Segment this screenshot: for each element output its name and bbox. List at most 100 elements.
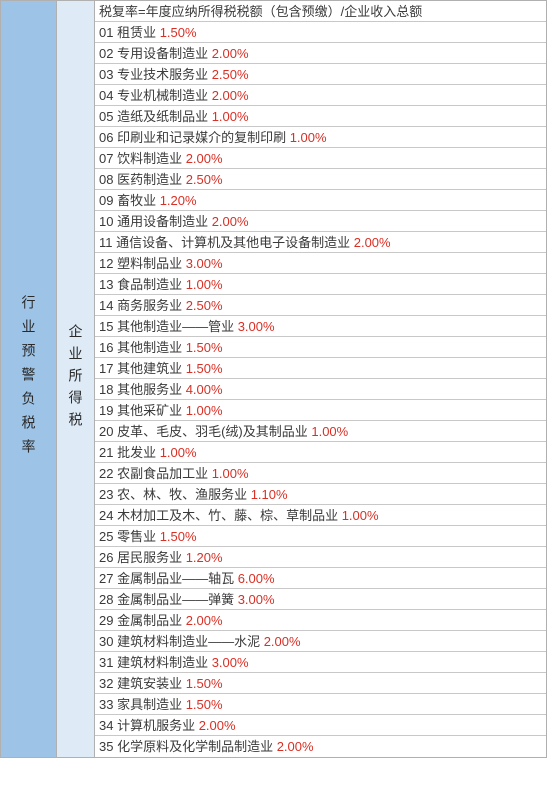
tax-rate-table: 行业预警负税率 企业所得税 税复率=年度应纳所得税税额（包含预缴）/企业收入总额… <box>0 0 547 758</box>
row-number: 35 <box>99 739 117 754</box>
tax-rate: 1.20% <box>160 193 197 208</box>
industry-name: 专用设备制造业 <box>117 46 212 61</box>
industry-name: 农副食品加工业 <box>117 466 212 481</box>
tax-rate: 1.00% <box>186 277 223 292</box>
industry-row: 08 医药制造业 2.50% <box>95 169 546 190</box>
industry-row: 01 租赁业 1.50% <box>95 22 546 43</box>
row-number: 14 <box>99 298 117 313</box>
industry-row: 07 饮料制造业 2.00% <box>95 148 546 169</box>
industry-row: 34 计算机服务业 2.00% <box>95 715 546 736</box>
industry-row: 17 其他建筑业 1.50% <box>95 358 546 379</box>
industry-row: 30 建筑材料制造业——水泥 2.00% <box>95 631 546 652</box>
industry-row: 06 印刷业和记录媒介的复制印刷 1.00% <box>95 127 546 148</box>
tax-rate: 1.50% <box>186 361 223 376</box>
industry-name: 建筑材料制造业 <box>117 655 212 670</box>
row-number: 23 <box>99 487 117 502</box>
tax-rate: 3.00% <box>212 655 249 670</box>
industry-row: 32 建筑安装业 1.50% <box>95 673 546 694</box>
industry-row: 12 塑料制品业 3.00% <box>95 253 546 274</box>
industry-row: 16 其他制造业 1.50% <box>95 337 546 358</box>
row-number: 31 <box>99 655 117 670</box>
tax-rate: 1.10% <box>251 487 288 502</box>
industry-row: 23 农、林、牧、渔服务业 1.10% <box>95 484 546 505</box>
tax-rate: 2.00% <box>354 235 391 250</box>
industry-name: 塑料制品业 <box>117 256 186 271</box>
industry-row: 31 建筑材料制造业 3.00% <box>95 652 546 673</box>
industry-name: 其他制造业——管业 <box>117 319 238 334</box>
industry-name: 金属制品业——弹簧 <box>117 592 238 607</box>
industry-row: 28 金属制品业——弹簧 3.00% <box>95 589 546 610</box>
row-number: 24 <box>99 508 117 523</box>
industry-row: 27 金属制品业——轴瓦 6.00% <box>95 568 546 589</box>
tax-rate: 2.00% <box>277 739 314 754</box>
tax-type-column: 企业所得税 <box>57 1 95 757</box>
row-number: 15 <box>99 319 117 334</box>
industry-name: 畜牧业 <box>117 193 160 208</box>
tax-rate: 1.00% <box>160 445 197 460</box>
row-number: 33 <box>99 697 117 712</box>
row-number: 30 <box>99 634 117 649</box>
row-number: 20 <box>99 424 117 439</box>
industry-row: 09 畜牧业 1.20% <box>95 190 546 211</box>
row-number: 26 <box>99 550 117 565</box>
row-number: 13 <box>99 277 117 292</box>
industry-row: 21 批发业 1.00% <box>95 442 546 463</box>
tax-rate: 1.50% <box>186 340 223 355</box>
tax-rate: 1.50% <box>160 529 197 544</box>
row-number: 27 <box>99 571 117 586</box>
row-number: 04 <box>99 88 117 103</box>
industry-row: 03 专业技术服务业 2.50% <box>95 64 546 85</box>
industry-name: 印刷业和记录媒介的复制印刷 <box>117 130 290 145</box>
tax-rate: 1.00% <box>186 403 223 418</box>
row-number: 16 <box>99 340 117 355</box>
tax-rate: 2.00% <box>199 718 236 733</box>
industry-name: 皮革、毛皮、羽毛(绒)及其制品业 <box>117 424 311 439</box>
row-number: 10 <box>99 214 117 229</box>
tax-rate: 1.00% <box>290 130 327 145</box>
tax-rate: 2.50% <box>186 298 223 313</box>
industry-row: 25 零售业 1.50% <box>95 526 546 547</box>
tax-rate: 1.00% <box>212 466 249 481</box>
tax-rate: 2.50% <box>212 67 249 82</box>
industry-name: 商务服务业 <box>117 298 186 313</box>
tax-rate: 1.50% <box>186 676 223 691</box>
tax-rate: 2.00% <box>264 634 301 649</box>
industry-row: 13 食品制造业 1.00% <box>95 274 546 295</box>
industry-row: 22 农副食品加工业 1.00% <box>95 463 546 484</box>
tax-rate: 1.00% <box>342 508 379 523</box>
row-number: 29 <box>99 613 117 628</box>
industry-row: 05 造纸及纸制品业 1.00% <box>95 106 546 127</box>
industry-row: 24 木材加工及木、竹、藤、棕、草制品业 1.00% <box>95 505 546 526</box>
data-column: 税复率=年度应纳所得税税额（包含预缴）/企业收入总额 01 租赁业 1.50%0… <box>95 1 546 757</box>
row-number: 18 <box>99 382 117 397</box>
row-number: 01 <box>99 25 117 40</box>
industry-name: 建筑材料制造业——水泥 <box>117 634 264 649</box>
industry-row: 02 专用设备制造业 2.00% <box>95 43 546 64</box>
tax-rate: 2.00% <box>212 214 249 229</box>
industry-name: 批发业 <box>117 445 160 460</box>
industry-name: 建筑安装业 <box>117 676 186 691</box>
tax-rate: 2.00% <box>186 151 223 166</box>
industry-name: 化学原料及化学制品制造业 <box>117 739 277 754</box>
industry-name: 金属制品业 <box>117 613 186 628</box>
tax-rate: 1.00% <box>212 109 249 124</box>
row-number: 17 <box>99 361 117 376</box>
tax-rate: 2.00% <box>212 88 249 103</box>
industry-name: 租赁业 <box>117 25 160 40</box>
industry-name: 金属制品业——轴瓦 <box>117 571 238 586</box>
tax-rate: 3.00% <box>238 319 275 334</box>
industry-name: 造纸及纸制品业 <box>117 109 212 124</box>
industry-name: 农、林、牧、渔服务业 <box>117 487 251 502</box>
industry-row: 19 其他采矿业 1.00% <box>95 400 546 421</box>
tax-rate: 3.00% <box>186 256 223 271</box>
row-number: 06 <box>99 130 117 145</box>
tax-rate: 1.20% <box>186 550 223 565</box>
row-number: 05 <box>99 109 117 124</box>
industry-row: 20 皮革、毛皮、羽毛(绒)及其制品业 1.00% <box>95 421 546 442</box>
tax-rate: 2.00% <box>186 613 223 628</box>
industry-name: 通用设备制造业 <box>117 214 212 229</box>
row-number: 22 <box>99 466 117 481</box>
row-number: 11 <box>99 235 116 250</box>
industry-name: 饮料制造业 <box>117 151 186 166</box>
row-number: 34 <box>99 718 117 733</box>
